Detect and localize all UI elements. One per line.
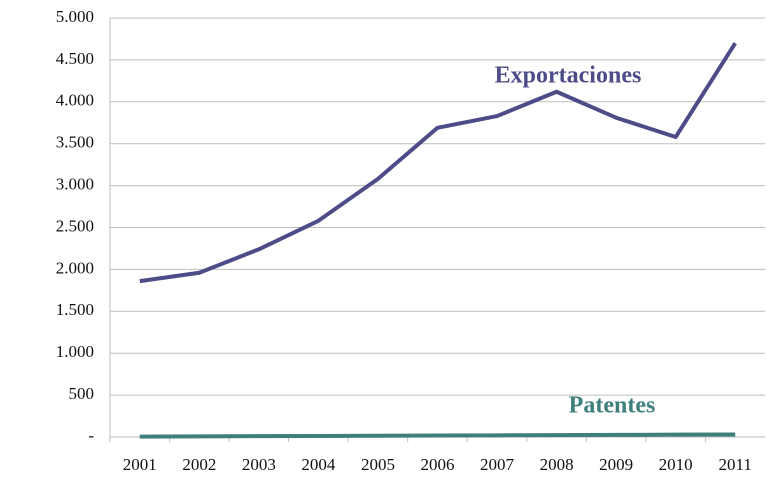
x-tick-label: 2003: [242, 455, 276, 474]
y-tick-label: 5.000: [56, 7, 94, 26]
x-tick-label: 2009: [599, 455, 633, 474]
x-tick-label: 2008: [540, 455, 574, 474]
series-line: [139, 42, 737, 284]
y-tick-label: 3.500: [56, 133, 94, 152]
x-tick-label: 2006: [421, 455, 455, 474]
x-tick-label: 2001: [123, 455, 157, 474]
y-tick-label: -: [88, 426, 94, 445]
x-tick-label: 2011: [719, 455, 752, 474]
x-tick-label: 2007: [480, 455, 515, 474]
series-label: Exportaciones: [495, 63, 642, 89]
y-tick-label: 4.000: [56, 91, 94, 110]
y-tick-label: 3.000: [56, 175, 94, 194]
series-line: [139, 432, 736, 439]
y-tick-label: 1.500: [56, 300, 94, 319]
x-tick-label: 2005: [361, 455, 395, 474]
y-tick-label: 2.500: [56, 216, 94, 235]
x-tick-label: 2010: [659, 455, 693, 474]
x-tick-label: 2002: [182, 455, 216, 474]
y-tick-label: 1.000: [56, 342, 94, 361]
x-tick-label: 2004: [301, 455, 336, 474]
y-tick-label: 2.000: [56, 258, 94, 277]
series-label: Patentes: [569, 393, 656, 419]
y-tick-label: 500: [69, 384, 95, 403]
y-tick-label: 4.500: [56, 49, 94, 68]
